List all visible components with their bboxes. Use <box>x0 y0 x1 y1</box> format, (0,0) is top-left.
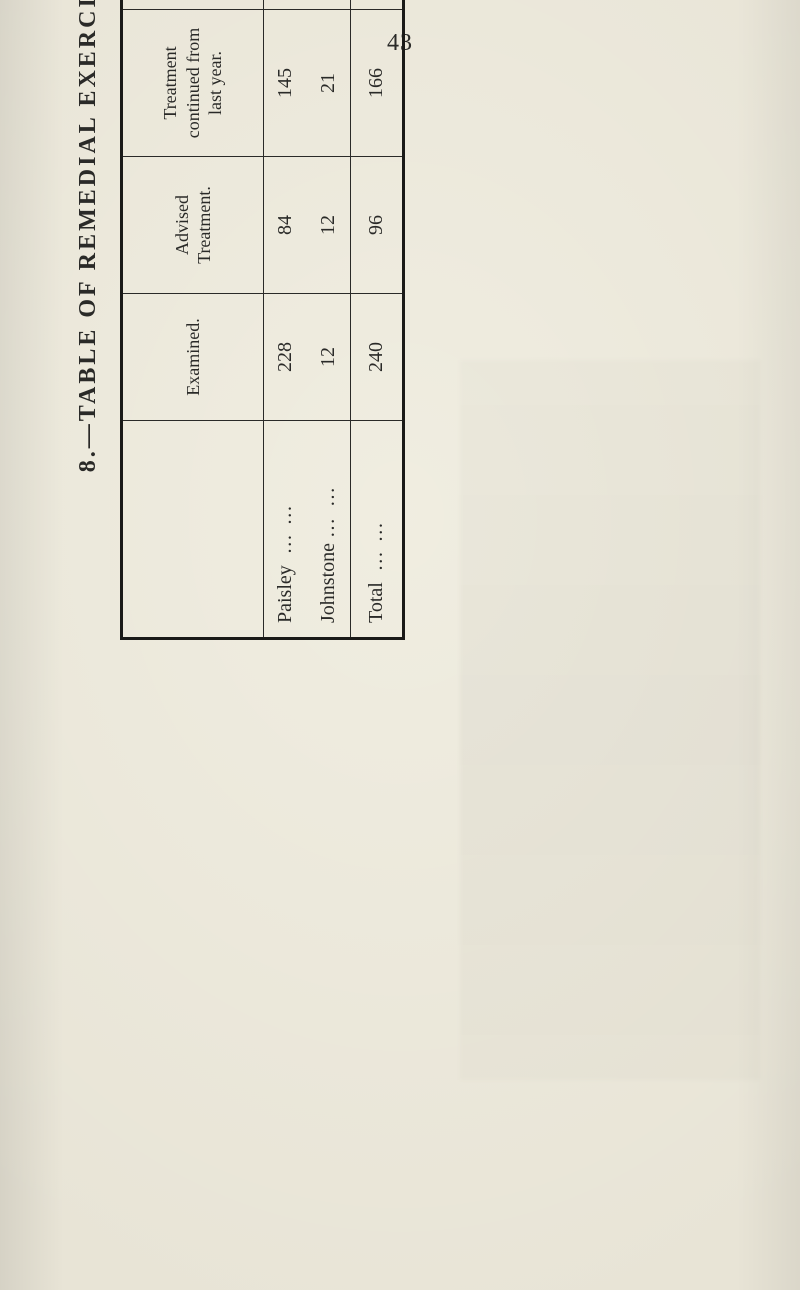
cell-advised: 84 <box>264 157 308 294</box>
location-text: Johnstone … <box>317 518 339 623</box>
table-row: Paisley … … 228 84 145 250 4,134 115 135 <box>264 0 308 639</box>
leader-dots: … … <box>274 503 296 554</box>
cell-total-label: Total … … <box>351 421 404 639</box>
cell-total-continued: 166 <box>351 10 404 157</box>
cell-continued: 145 <box>264 10 308 157</box>
cell-total-treated: 284 <box>351 0 404 10</box>
table-caption: 8.—TABLE OF REMEDIAL EXERCISES TREATMENT… <box>75 0 102 640</box>
col-header-treated: Number Treated <box>122 0 264 10</box>
leader-dots: … <box>317 485 339 507</box>
total-label: Total <box>365 582 387 623</box>
table-header-row: Examined. Advised Treatment. Treatment c… <box>122 0 264 639</box>
cell-total-advised: 96 <box>351 157 404 294</box>
cell-treated: 34 <box>307 0 351 10</box>
cell-treated: 250 <box>264 0 308 10</box>
cell-examined: 12 <box>307 294 351 421</box>
col-header-advised: Advised Treatment. <box>122 157 264 294</box>
cell-location: Paisley … … <box>264 421 308 639</box>
cell-total-examined: 240 <box>351 294 404 421</box>
leader-dots: … … <box>365 520 387 571</box>
cell-location: Johnstone … … <box>307 421 351 639</box>
table-total-row: Total … … 240 96 166 284 4,574 128 156 <box>351 0 404 639</box>
col-header-location <box>122 421 264 639</box>
table-row: Johnstone … … 12 12 21 34 440 13 21 <box>307 0 351 639</box>
cell-examined: 228 <box>264 294 308 421</box>
cell-continued: 21 <box>307 10 351 157</box>
col-header-continued: Treatment continued from last year. <box>122 10 264 157</box>
location-text: Paisley <box>274 565 296 623</box>
col-header-examined: Examined. <box>122 294 264 421</box>
remedial-exercises-table: Examined. Advised Treatment. Treatment c… <box>120 0 405 640</box>
cell-advised: 12 <box>307 157 351 294</box>
scan-ghost <box>460 360 760 1080</box>
rotated-table-block: 8.—TABLE OF REMEDIAL EXERCISES TREATMENT… <box>75 0 405 640</box>
